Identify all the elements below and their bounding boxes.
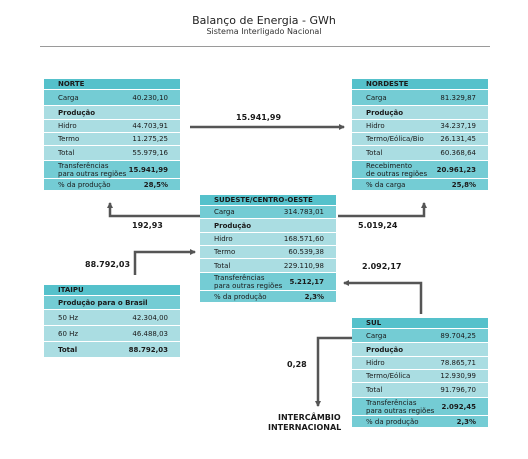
arrow-itaipu-sudeste	[133, 249, 196, 275]
sul-termo-value: 12.930,99	[440, 372, 476, 380]
nordeste-hidro-value: 34.237,19	[440, 122, 476, 130]
nordeste-carga-value: 81.329,87	[440, 94, 476, 102]
sul-hidro-value: 78.865,71	[440, 359, 476, 367]
nordeste-panel: NORDESTE Carga 81.329,87 Produção Hidro 34…	[352, 79, 488, 191]
sul-pct-value: 2,3%	[456, 418, 476, 426]
itaipu-total-label: Total	[58, 346, 78, 354]
sul-carga-value: 89.704,25	[440, 332, 476, 340]
nordeste-pct-value: 25,8%	[451, 181, 476, 189]
intercambio-label-1: INTERCÂMBIO	[278, 413, 341, 422]
norte-total-value: 55.979,16	[132, 149, 168, 157]
nordeste-termo-value: 26.131,45	[440, 135, 476, 143]
sul-hidro-label: Hidro	[366, 359, 385, 367]
sul-transf-label-2: para outras regiões	[366, 407, 435, 415]
nordeste-transf-label-1: Recebimento	[366, 162, 412, 170]
flow-sul-internacional-label: 0,28	[287, 360, 307, 369]
sudeste-termo-label: Termo	[214, 248, 236, 256]
sudeste-transf-label-2: para outras regiões	[214, 282, 283, 290]
sul-transf-value: 2.092,45	[441, 403, 476, 411]
arrow-sul-sudeste	[343, 280, 423, 314]
title-divider	[40, 46, 490, 47]
sudeste-hidro-value: 168.571,60	[283, 235, 324, 243]
nordeste-producao-label: Produção	[366, 109, 404, 117]
itaipu-60hz-label: 60 Hz	[58, 330, 79, 338]
norte-transf-value: 15.941,99	[128, 166, 168, 174]
sul-total-value: 91.796,70	[440, 386, 476, 394]
nordeste-name: NORDESTE	[366, 80, 409, 88]
sul-pct-label: % da produção	[366, 418, 419, 426]
sul-carga-label: Carga	[366, 332, 387, 340]
arrow-sul-internacional	[315, 336, 353, 407]
sul-total-label: Total	[366, 386, 383, 394]
sudeste-panel: SUDESTE/CENTRO-OESTE Carga 314.783,01 Pro…	[200, 195, 336, 303]
flow-norte-nordeste-label: 15.941,99	[236, 113, 282, 122]
norte-name: NORTE	[58, 80, 85, 88]
sudeste-pct-value: 2,3%	[304, 293, 324, 301]
sudeste-transf-value: 5.212,17	[289, 278, 324, 286]
sudeste-total-label: Total	[214, 262, 231, 270]
sudeste-carga-label: Carga	[214, 208, 235, 216]
sul-name: SUL	[366, 319, 382, 327]
itaipu-60hz-value: 46.488,03	[132, 330, 168, 338]
flow-sudeste-nordeste-label: 5.019,24	[358, 221, 398, 230]
itaipu-producao-label: Produção para o Brasil	[58, 299, 148, 307]
norte-carga-value: 40.230,10	[132, 94, 168, 102]
sul-producao-label: Produção	[366, 346, 404, 354]
sudeste-carga-value: 314.783,01	[283, 208, 324, 216]
norte-total-label: Total	[58, 149, 75, 157]
nordeste-transf-value: 20.961,23	[436, 166, 476, 174]
page-title: Balanço de Energia - GWh	[192, 14, 336, 27]
arrow-sudeste-norte	[107, 202, 200, 218]
norte-pct-value: 28,5%	[143, 181, 168, 189]
nordeste-total-value: 60.368,64	[440, 149, 476, 157]
sudeste-termo-value: 60.539,38	[288, 248, 324, 256]
flow-sudeste-norte-label: 192,93	[132, 221, 163, 230]
sudeste-pct-label: % da produção	[214, 293, 267, 301]
nordeste-pct-label: % da carga	[366, 181, 406, 189]
page-subtitle: Sistema Interligado Nacional	[206, 27, 322, 36]
norte-carga-label: Carga	[58, 94, 79, 102]
norte-termo-label: Termo	[58, 135, 80, 143]
itaipu-50hz-value: 42.304,00	[132, 314, 168, 322]
nordeste-total-label: Total	[366, 149, 383, 157]
sudeste-producao-label: Produção	[214, 222, 252, 230]
sul-termo-label: Termo/Eólica	[366, 372, 411, 380]
nordeste-carga-label: Carga	[366, 94, 387, 102]
nordeste-transf-label-2: de outras regiões	[366, 170, 428, 178]
norte-pct-label: % da produção	[58, 181, 111, 189]
intercambio-label-2: INTERNACIONAL	[268, 423, 342, 432]
norte-hidro-label: Hidro	[58, 122, 77, 130]
itaipu-name: ITAIPU	[58, 286, 84, 294]
nordeste-termo-label: Termo/Eólica/Bio	[366, 135, 424, 143]
itaipu-panel: ITAIPU Produção para o Brasil 50 Hz 42.30…	[44, 285, 180, 358]
nordeste-hidro-label: Hidro	[366, 122, 385, 130]
flow-itaipu-sudeste-label: 88.792,03	[85, 260, 131, 269]
norte-transf-label-1: Transferências	[58, 162, 109, 170]
sul-panel: SUL Carga 89.704,25 Produção Hidro 78.865,…	[352, 318, 488, 428]
sudeste-name: SUDESTE/CENTRO-OESTE	[214, 196, 313, 204]
norte-producao-label: Produção	[58, 109, 96, 117]
itaipu-50hz-label: 50 Hz	[58, 314, 79, 322]
sudeste-total-value: 229.110,98	[283, 262, 324, 270]
sudeste-hidro-label: Hidro	[214, 235, 233, 243]
arrow-sudeste-nordeste	[338, 202, 427, 218]
sul-transf-label-1: Transferências	[366, 399, 417, 407]
sudeste-transf-label-1: Transferências	[214, 274, 265, 282]
norte-transf-label-2: para outras regiões	[58, 170, 127, 178]
norte-hidro-value: 44.703,91	[132, 122, 168, 130]
flow-sul-sudeste-label: 2.092,17	[362, 262, 402, 271]
itaipu-total-value: 88.792,03	[128, 346, 168, 354]
norte-panel: NORTE Carga 40.230,10 Produção Hidro 44.70…	[44, 79, 180, 191]
norte-termo-value: 11.275,25	[132, 135, 168, 143]
